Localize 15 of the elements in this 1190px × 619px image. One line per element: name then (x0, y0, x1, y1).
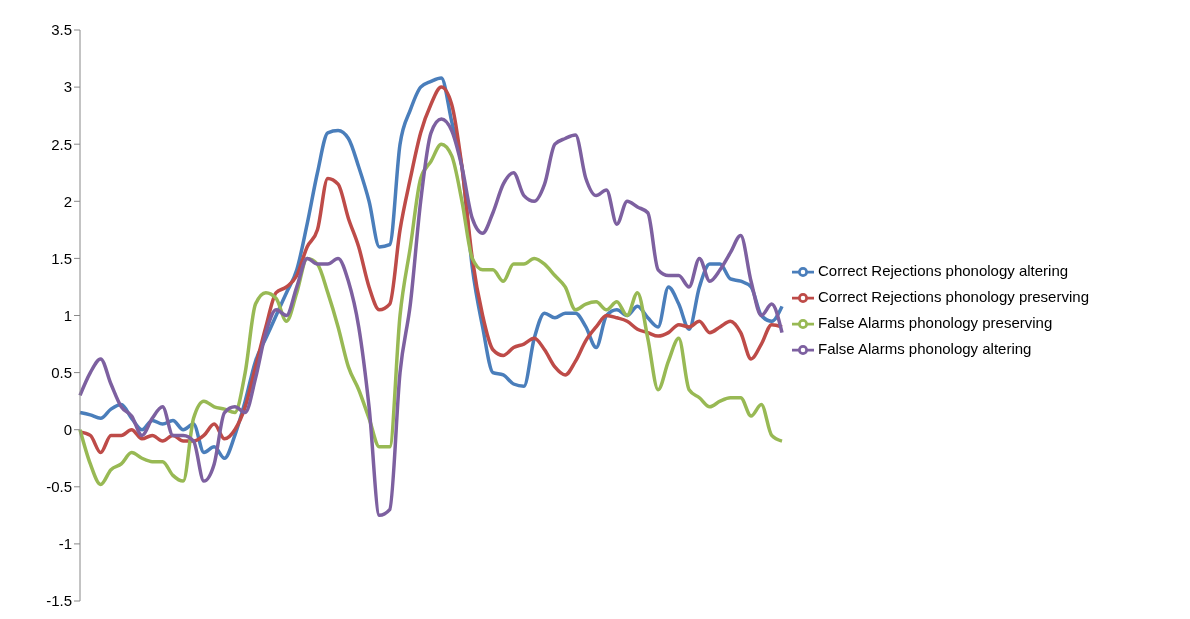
legend-label: False Alarms phonology preserving (818, 313, 1053, 331)
y-tick-label: 2.5 (51, 135, 72, 153)
legend-label: False Alarms phonology altering (818, 339, 1032, 357)
y-tick-label: 1.5 (51, 249, 72, 267)
y-tick-label: 3 (63, 78, 72, 96)
y-tick-label: -1.5 (46, 592, 72, 610)
y-tick-label: -0.5 (46, 478, 72, 496)
y-tick-label: -1 (58, 535, 72, 553)
legend-label: Correct Rejections phonology preserving (818, 287, 1089, 305)
legend-label: Correct Rejections phonology altering (818, 261, 1069, 279)
y-tick-label: 2 (63, 192, 72, 210)
y-tick-label: 0.5 (51, 363, 72, 381)
y-tick-label: 3.5 (51, 21, 72, 39)
y-tick-label: 1 (63, 306, 72, 324)
y-tick-label: 0 (63, 421, 72, 439)
